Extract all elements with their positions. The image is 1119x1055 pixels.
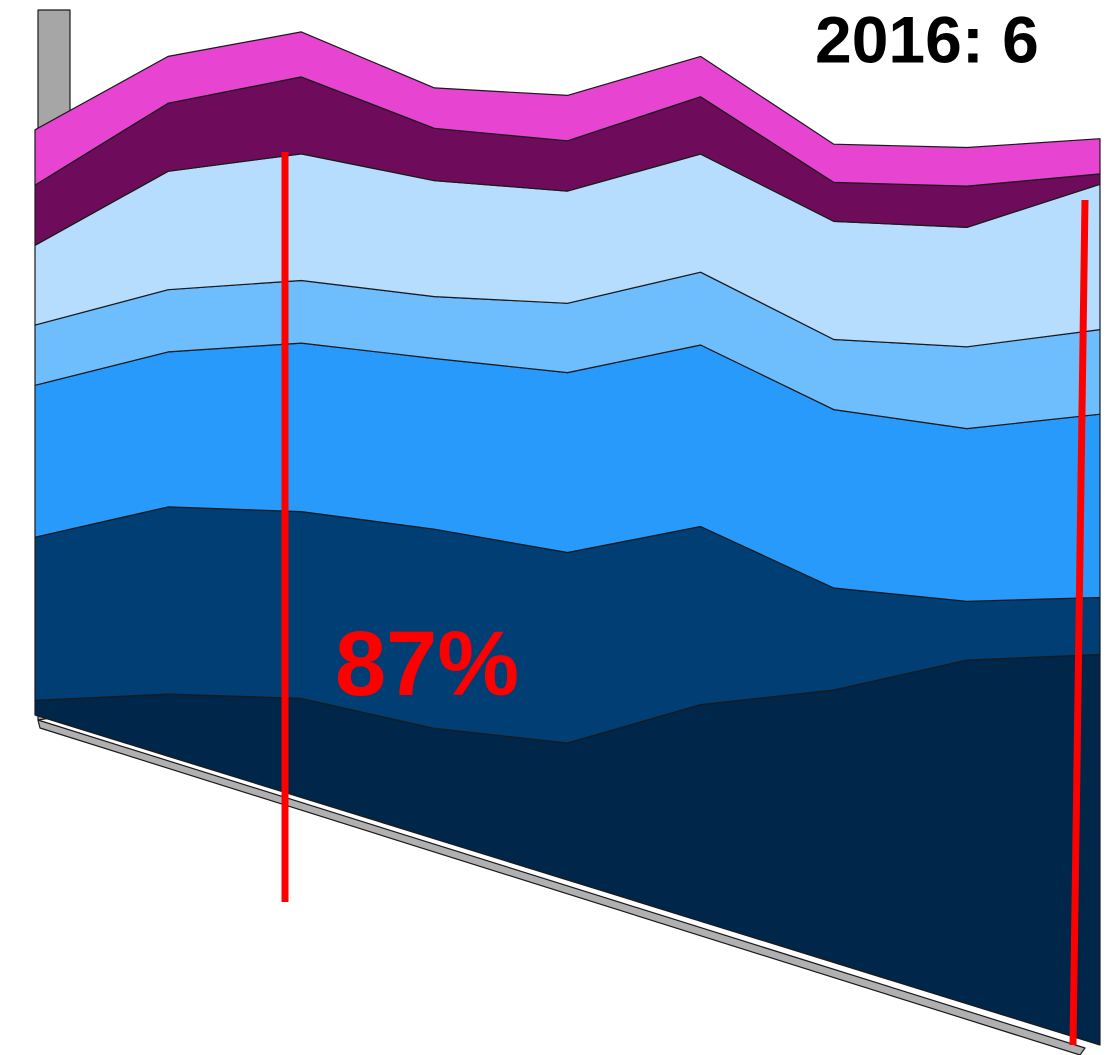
chart-title: 2016: 6 <box>815 2 1039 76</box>
annotation-line <box>1069 199 1089 1046</box>
plot-area <box>34 31 1101 1046</box>
annotation: 87% <box>335 613 519 715</box>
title-background <box>800 0 1119 72</box>
area <box>34 31 1101 187</box>
floor <box>37 719 1086 1055</box>
